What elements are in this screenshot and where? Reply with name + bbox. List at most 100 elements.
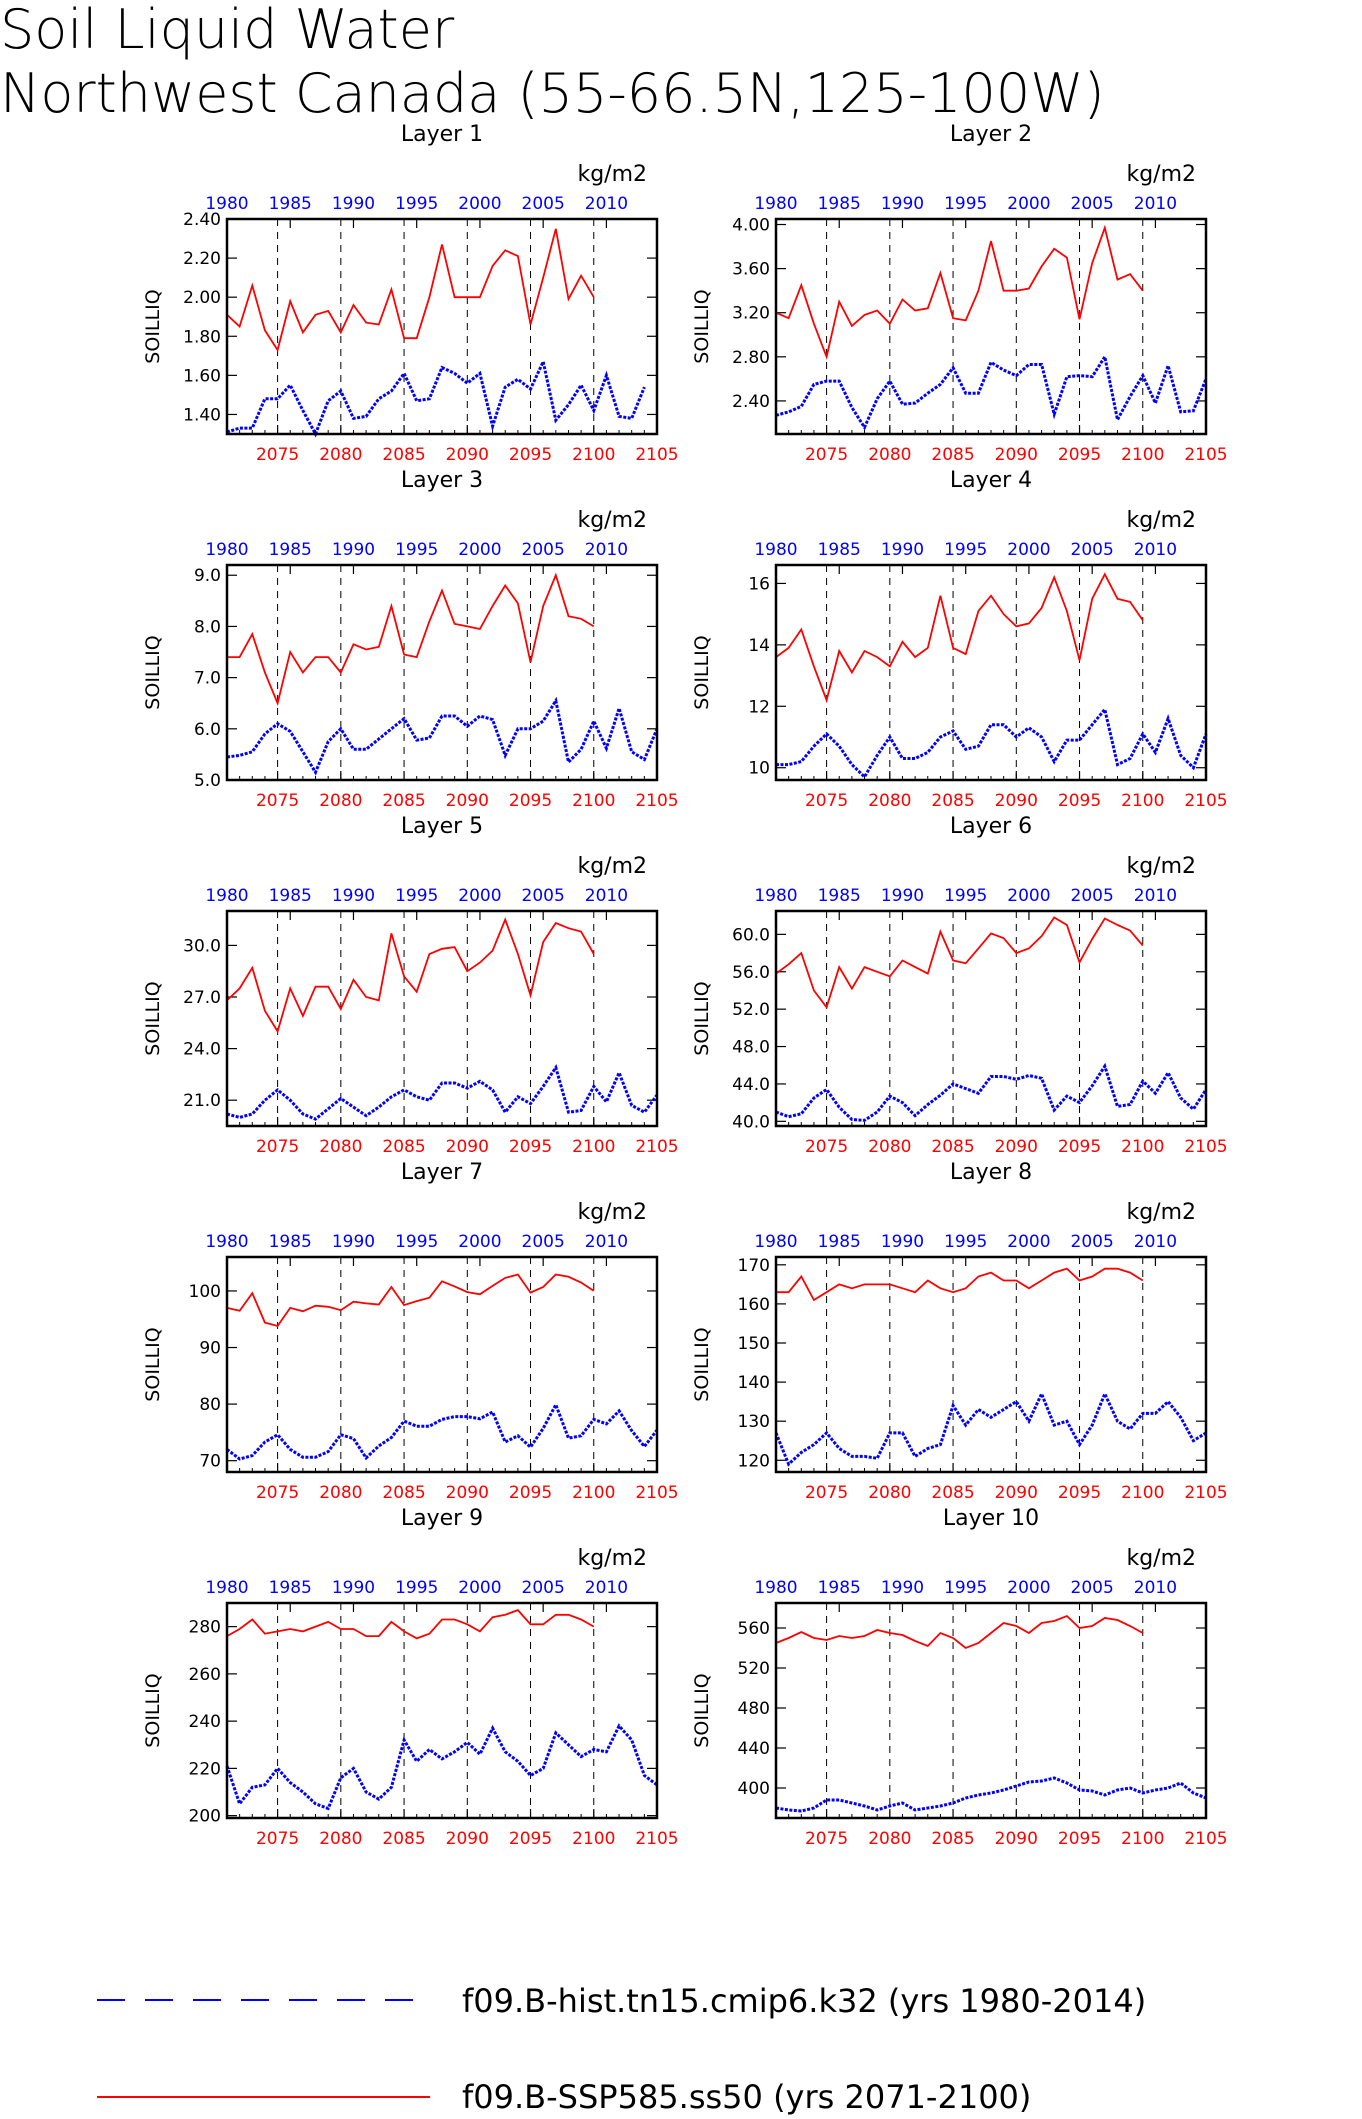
panel-unit: kg/m2 — [577, 1200, 647, 1225]
series-line-ssp — [775, 224, 1144, 360]
y-axis-label: SOILLIQ — [691, 981, 713, 1055]
y-tick-label: 2.40 — [732, 392, 770, 412]
bottom-tick-label: 2090 — [995, 791, 1038, 811]
panel-title: Layer 10 — [943, 1506, 1039, 1531]
y-tick-label: 400 — [738, 1779, 770, 1799]
bottom-tick-label: 2075 — [256, 1483, 299, 1503]
bottom-tick-label: 2095 — [1058, 791, 1101, 811]
top-tick-label: 2005 — [522, 1578, 565, 1598]
panel-unit: kg/m2 — [577, 854, 647, 879]
bottom-tick-label: 2085 — [931, 791, 974, 811]
top-tick-label: 2000 — [1007, 1232, 1050, 1252]
bottom-tick-label: 2105 — [635, 1483, 678, 1503]
bottom-tick-label: 2080 — [868, 1137, 911, 1157]
panel-7: Layer 7 kg/m2 2075 2080 2085 2090 2095 2100 2105… — [142, 1160, 679, 1503]
bottom-tick-label: 2095 — [509, 791, 552, 811]
bottom-tick-label: 2085 — [931, 1483, 974, 1503]
bottom-tick-label: 2075 — [805, 445, 848, 465]
bottom-tick-label: 2090 — [995, 445, 1038, 465]
series-line-ssp — [776, 1267, 1144, 1302]
top-tick-label: 1980 — [205, 194, 248, 214]
panel-unit: kg/m2 — [1126, 1546, 1196, 1571]
panel-frame — [774, 1255, 1208, 1474]
top-tick-label: 1985 — [818, 1578, 861, 1598]
bottom-tick-label: 2090 — [446, 1137, 489, 1157]
bottom-tick-label: 2100 — [1121, 1137, 1164, 1157]
panel-frame — [774, 1601, 1208, 1820]
series-line-hist — [775, 1062, 1208, 1122]
bottom-tick-label: 2075 — [805, 1483, 848, 1503]
bottom-tick-label: 2075 — [805, 1137, 848, 1157]
top-tick-label: 1980 — [754, 194, 797, 214]
panel-9: Layer 9 kg/m2 2075 2080 2085 2090 2095 2100 2105… — [142, 1506, 679, 1849]
top-tick-label: 2005 — [522, 540, 565, 560]
y-tick-label: 480 — [738, 1699, 770, 1719]
bottom-tick-label: 2085 — [931, 1137, 974, 1157]
y-axis-label: SOILLIQ — [142, 981, 164, 1055]
y-tick-label: 90 — [199, 1339, 221, 1359]
bottom-tick-label: 2085 — [382, 1829, 425, 1849]
bottom-tick-label: 2100 — [572, 445, 615, 465]
top-tick-label: 2000 — [458, 1578, 501, 1598]
bottom-tick-label: 2090 — [446, 791, 489, 811]
panel-frame — [774, 563, 1208, 782]
bottom-tick-label: 2080 — [319, 791, 362, 811]
y-tick-label: 1.80 — [183, 327, 221, 347]
y-tick-label: 2.40 — [183, 210, 221, 230]
bottom-tick-label: 2080 — [868, 1483, 911, 1503]
panel-title: Layer 4 — [950, 468, 1032, 493]
y-tick-label: 120 — [738, 1451, 770, 1471]
top-tick-label: 1995 — [395, 540, 438, 560]
top-tick-label: 2010 — [1134, 1232, 1177, 1252]
bottom-tick-label: 2075 — [805, 791, 848, 811]
y-tick-label: 150 — [738, 1334, 770, 1354]
bottom-tick-label: 2095 — [509, 1483, 552, 1503]
bottom-tick-label: 2075 — [256, 791, 299, 811]
panel-title: Layer 5 — [401, 814, 483, 839]
bottom-tick-label: 2105 — [635, 791, 678, 811]
panel-unit: kg/m2 — [577, 508, 647, 533]
bottom-tick-label: 2090 — [995, 1483, 1038, 1503]
bottom-tick-label: 2080 — [868, 1829, 911, 1849]
panel-unit: kg/m2 — [1126, 854, 1196, 879]
y-tick-label: 40.0 — [732, 1112, 770, 1132]
y-axis-label: SOILLIQ — [691, 1327, 713, 1401]
y-tick-label: 6.0 — [194, 720, 221, 740]
y-tick-label: 560 — [738, 1619, 770, 1639]
series-line-ssp — [226, 1609, 595, 1640]
bottom-tick-label: 2090 — [995, 1137, 1038, 1157]
y-axis-label: SOILLIQ — [142, 1327, 164, 1401]
series-line-ssp — [226, 228, 595, 353]
series-line-hist — [226, 1401, 659, 1461]
top-tick-label: 1995 — [944, 886, 987, 906]
bottom-tick-label: 2090 — [995, 1829, 1038, 1849]
bottom-tick-label: 2080 — [319, 1829, 362, 1849]
top-tick-label: 2000 — [458, 194, 501, 214]
top-tick-label: 1990 — [881, 1578, 924, 1598]
y-tick-label: 9.0 — [194, 566, 221, 586]
panel-title: Layer 1 — [401, 122, 483, 147]
bottom-tick-label: 2100 — [1121, 445, 1164, 465]
y-axis-label: SOILLIQ — [142, 1673, 164, 1747]
y-tick-label: 1.60 — [183, 366, 221, 386]
y-tick-label: 52.0 — [732, 1000, 770, 1020]
bottom-tick-label: 2085 — [931, 445, 974, 465]
bottom-tick-label: 2095 — [509, 1829, 552, 1849]
top-tick-label: 1985 — [269, 1232, 312, 1252]
bottom-tick-label: 2075 — [805, 1829, 848, 1849]
y-tick-label: 2.00 — [183, 288, 221, 308]
panel-unit: kg/m2 — [1126, 162, 1196, 187]
top-tick-label: 1990 — [881, 1232, 924, 1252]
bottom-tick-label: 2100 — [572, 1137, 615, 1157]
series-line-ssp — [227, 572, 595, 707]
bottom-tick-label: 2095 — [1058, 1483, 1101, 1503]
top-tick-label: 1985 — [818, 1232, 861, 1252]
top-tick-label: 1985 — [818, 540, 861, 560]
bottom-tick-label: 2090 — [446, 1829, 489, 1849]
y-tick-label: 3.60 — [732, 260, 770, 280]
y-tick-label: 12 — [748, 697, 770, 717]
top-tick-label: 2010 — [1134, 886, 1177, 906]
y-axis-label: SOILLIQ — [691, 635, 713, 709]
y-tick-label: 27.0 — [183, 988, 221, 1008]
